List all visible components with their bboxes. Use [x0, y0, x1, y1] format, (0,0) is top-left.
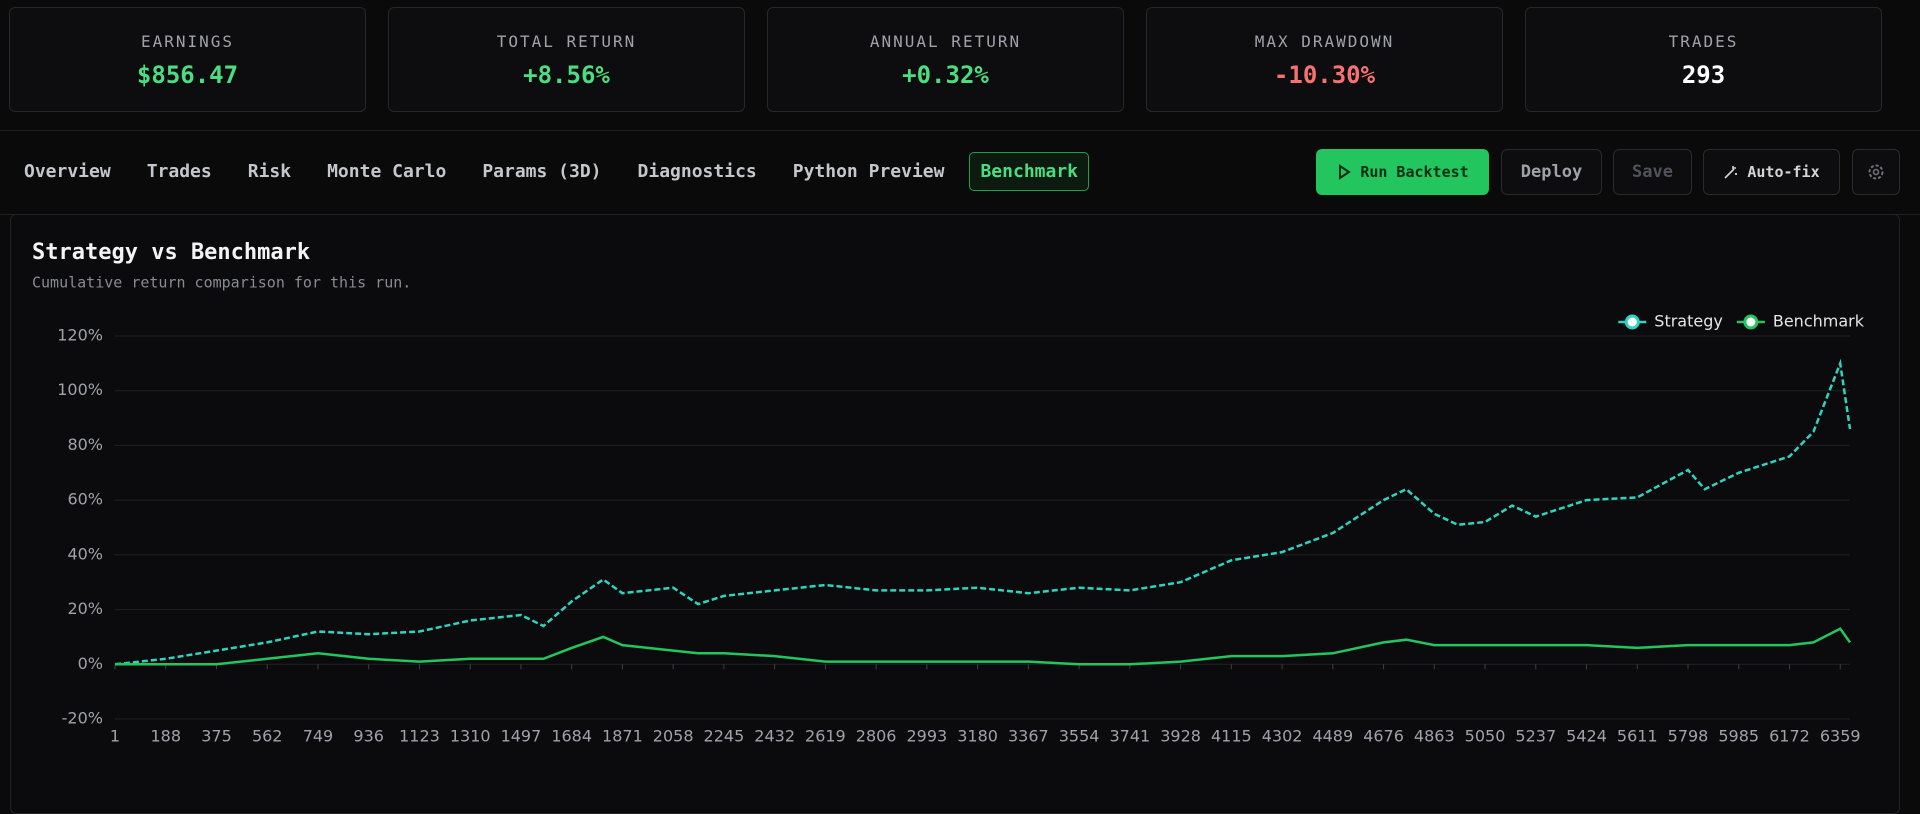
autofix-label: Auto-fix	[1747, 163, 1820, 181]
tab[interactable]: Python Preview	[792, 161, 945, 182]
y-tick-label: 100%	[57, 380, 103, 399]
x-tick-label: 6359	[1820, 727, 1861, 746]
tab[interactable]: Benchmark	[969, 152, 1090, 191]
y-tick-label: 40%	[67, 544, 103, 563]
metric-label: MAX DRAWDOWN	[1254, 32, 1395, 51]
x-tick-label: 5424	[1566, 727, 1607, 746]
legend-label: Strategy	[1654, 312, 1723, 331]
series-line	[115, 627, 1852, 666]
legend-marker	[1624, 314, 1640, 330]
x-tick-label: 5798	[1668, 727, 1709, 746]
x-tick-label: 2432	[754, 727, 795, 746]
toolbar: Overview Trades Risk Monte Carlo Params (3D)…	[0, 130, 1920, 215]
y-tick-label: -20%	[62, 709, 103, 728]
metric-card: EARNINGS $856.47	[9, 7, 366, 112]
tab[interactable]: Params (3D)	[482, 161, 602, 182]
metric-card: ANNUAL RETURN +0.32%	[767, 7, 1124, 112]
metric-value: +0.32%	[902, 61, 989, 89]
x-tick-label: 2619	[805, 727, 846, 746]
metric-value: -10.30%	[1273, 61, 1376, 89]
series-line	[114, 358, 1852, 666]
metric-card: TOTAL RETURN +8.56%	[388, 7, 745, 112]
run-label: Run Backtest	[1360, 163, 1469, 181]
y-tick-label: 0%	[78, 654, 103, 673]
metric-card: TRADES 293	[1525, 7, 1882, 112]
x-tick-label: 936	[353, 727, 384, 746]
legend-label: Benchmark	[1773, 312, 1865, 331]
x-tick-label: 4863	[1414, 727, 1455, 746]
tab[interactable]: Monte Carlo	[327, 161, 447, 182]
x-tick-label: 3928	[1160, 727, 1201, 746]
x-tick-label: 3741	[1109, 727, 1150, 746]
x-tick-label: 2245	[704, 727, 745, 746]
legend-marker	[1743, 314, 1759, 330]
y-tick-label: 80%	[67, 435, 103, 454]
tabs: Overview Trades Risk Monte Carlo Params (3D)…	[13, 152, 1090, 191]
deploy-label: Deploy	[1520, 162, 1583, 182]
x-tick-label: 6172	[1769, 727, 1810, 746]
tab[interactable]: Trades	[146, 161, 212, 182]
metric-cards: EARNINGS $856.47 TOTAL RETURN +8.56% ANNUAL …	[9, 7, 1882, 112]
settings-button[interactable]	[1852, 149, 1900, 195]
y-tick-label: 120%	[57, 326, 103, 345]
x-tick-label: 562	[252, 727, 283, 746]
metric-value: 293	[1681, 61, 1726, 89]
metric-label: TOTAL RETURN	[496, 32, 637, 51]
play-icon	[1339, 164, 1352, 180]
x-tick-label: 5237	[1515, 727, 1556, 746]
tab[interactable]: Diagnostics	[637, 161, 757, 182]
x-tick-label: 5611	[1617, 727, 1658, 746]
x-tick-label: 4302	[1262, 727, 1303, 746]
wand-icon	[1724, 166, 1738, 179]
metric-card: MAX DRAWDOWN -10.30%	[1146, 7, 1503, 112]
save-label: Save	[1632, 162, 1673, 182]
x-tick-label: 5985	[1718, 727, 1759, 746]
chart-title: Strategy vs Benchmark	[32, 240, 310, 265]
x-tick-label: 188	[150, 727, 181, 746]
metric-label: ANNUAL RETURN	[869, 32, 1022, 51]
x-tick-label: 4115	[1211, 727, 1252, 746]
x-tick-label: 1	[110, 727, 120, 746]
chart: Strategy vs Benchmark Cumulative return …	[32, 240, 1865, 746]
x-tick-label: 375	[201, 727, 232, 746]
metric-value: +8.56%	[523, 61, 610, 89]
metric-label: EARNINGS	[140, 32, 235, 51]
x-tick-label: 4489	[1312, 727, 1353, 746]
x-tick-label: 1123	[399, 727, 440, 746]
chart-panel: Strategy vs Benchmark Cumulative return …	[10, 214, 1900, 814]
run-button[interactable]: Run Backtest	[1316, 149, 1489, 195]
x-tick-label: 749	[303, 727, 334, 746]
x-tick-label: 2993	[907, 727, 948, 746]
y-tick-label: 60%	[67, 490, 103, 509]
x-tick-label: 4676	[1363, 727, 1404, 746]
save-button[interactable]: Save	[1613, 149, 1692, 195]
tab[interactable]: Risk	[247, 161, 292, 182]
gear-icon	[1868, 164, 1884, 180]
x-tick-label: 3180	[957, 727, 998, 746]
x-tick-label: 1871	[602, 727, 643, 746]
x-tick-label: 3554	[1059, 727, 1100, 746]
tab[interactable]: Overview	[24, 161, 111, 182]
x-tick-label: 1497	[501, 727, 542, 746]
x-tick-label: 1310	[450, 727, 491, 746]
x-tick-label: 1684	[551, 727, 592, 746]
metric-label: TRADES	[1668, 32, 1739, 51]
x-tick-label: 5050	[1465, 727, 1506, 746]
x-tick-label: 2058	[653, 727, 694, 746]
x-tick-label: 2806	[856, 727, 897, 746]
autofix-button[interactable]: Auto-fix	[1703, 149, 1840, 195]
y-tick-label: 20%	[67, 599, 103, 618]
chart-subtitle: Cumulative return comparison for this ru…	[32, 274, 411, 292]
x-tick-label: 3367	[1008, 727, 1049, 746]
deploy-button[interactable]: Deploy	[1501, 149, 1602, 195]
metric-value: $856.47	[136, 61, 239, 89]
